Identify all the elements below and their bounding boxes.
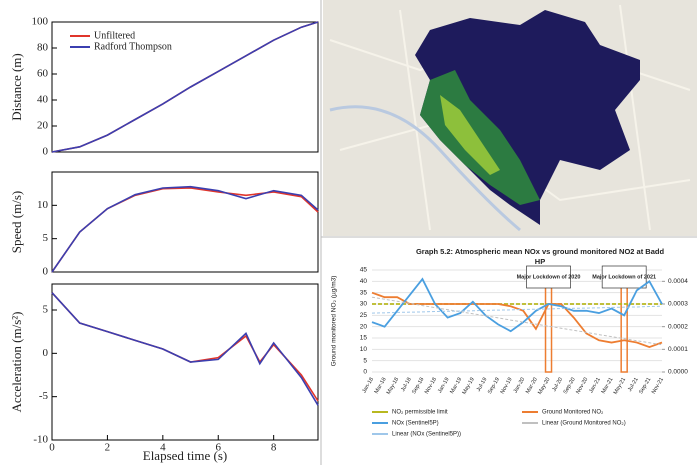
lockdown-band	[621, 276, 627, 372]
y-tick-label: 40	[37, 94, 49, 106]
y-tick-label: 10	[360, 346, 368, 353]
series-line	[52, 293, 318, 406]
y-tick-label: 5	[43, 304, 49, 316]
figure: 020406080100Distance (m)UnfilteredRadfor…	[0, 0, 697, 465]
y-tick-label: 0	[43, 266, 49, 278]
y-tick-label: 60	[37, 68, 49, 80]
y2-tick-label: 0.0003	[668, 301, 688, 308]
y2-tick-label: 0.0000	[668, 369, 688, 376]
y-axis-label: Speed (m/s)	[9, 191, 24, 253]
x-tick-label: Jul-18	[400, 377, 413, 393]
legend-label: Ground Monitored NO₂	[542, 410, 604, 416]
y-tick-label: 10	[37, 199, 49, 211]
y-tick-label: 20	[360, 323, 368, 330]
lockdown-band	[546, 276, 552, 372]
legend-label: NO₂ permissible limit	[392, 410, 448, 416]
y-tick-label: -10	[33, 434, 48, 446]
annotation: Major Lockdown of 2020	[517, 274, 581, 280]
y-tick-label: 80	[37, 42, 49, 54]
y2-tick-label: 0.0002	[668, 323, 688, 330]
x-tick-label: May-21	[613, 377, 627, 396]
y-tick-label: 45	[360, 267, 368, 274]
y2-tick-label: 0.0004	[668, 278, 688, 285]
page: {"chart_data": [ {"type": "line", "ylabe…	[0, 0, 697, 465]
x-tick-label: May-18	[386, 377, 400, 396]
y-tick-label: 15	[360, 335, 368, 342]
x-tick-label: 0	[49, 442, 55, 454]
y-tick-label: 0	[43, 146, 49, 158]
legend-label: Linear (NOx (Sentinel5P))	[392, 432, 461, 438]
series-line	[52, 293, 318, 401]
x-tick-label: 2	[105, 442, 111, 454]
map	[323, 0, 697, 236]
series-line	[52, 187, 318, 272]
y-tick-label: -5	[39, 390, 49, 402]
y-tick-label: 20	[37, 120, 49, 132]
y-tick-label: 100	[32, 16, 49, 28]
legend-label: NOx (Sentinel5P)	[392, 421, 439, 427]
legend-label: Radford Thompson	[94, 41, 172, 52]
y-tick-label: 5	[363, 357, 367, 364]
annotation: Major Lockdown of 2021	[592, 274, 656, 280]
plot-frame	[52, 284, 318, 440]
y-tick-label: 5	[43, 232, 49, 244]
y-tick-label: 25	[360, 312, 368, 319]
y-tick-label: 35	[360, 289, 368, 296]
series-line	[52, 188, 318, 272]
x-tick-label: Nov-18	[424, 377, 438, 395]
series-line	[52, 22, 318, 152]
x-tick-label: Nov-19	[500, 377, 514, 395]
x-tick-label: Nov-21	[651, 377, 665, 395]
x-tick-label: Jul-19	[476, 377, 489, 393]
plot-frame	[52, 22, 318, 152]
x-tick-label: Jul-20	[551, 377, 564, 393]
x-tick-label: Jul-21	[627, 377, 640, 393]
y-tick-label: 0	[43, 347, 49, 359]
legend-label: Linear (Ground Monitored NO₂)	[542, 421, 626, 427]
y-axis-label: Ground monitored NO₂ (µg/m3)	[331, 276, 338, 367]
y-axis-label: Acceleration (m/s²)	[9, 312, 24, 413]
series-line	[372, 293, 662, 347]
chart-title: Graph 5.2: Atmospheric mean NOx vs groun…	[416, 247, 665, 256]
y-axis-label: Distance (m)	[9, 53, 24, 121]
y-tick-label: 30	[360, 301, 368, 308]
y-tick-label: 0	[363, 369, 367, 376]
x-axis-label: Elapsed time (s)	[143, 448, 227, 463]
chart-subtitle: HP	[535, 257, 545, 266]
x-tick-label: May-19	[461, 377, 475, 396]
x-tick-label: May-20	[537, 377, 551, 396]
legend-label: Unfiltered	[94, 30, 135, 41]
x-tick-label: 8	[271, 442, 277, 454]
y-tick-label: 40	[360, 278, 368, 285]
x-tick-label: Nov-20	[575, 377, 589, 395]
y2-tick-label: 0.0001	[668, 346, 688, 353]
series-line	[52, 22, 318, 152]
